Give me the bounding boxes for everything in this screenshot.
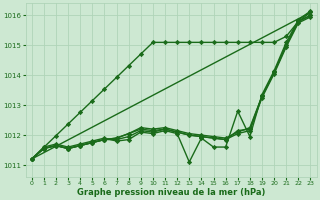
X-axis label: Graphe pression niveau de la mer (hPa): Graphe pression niveau de la mer (hPa) [77,188,265,197]
